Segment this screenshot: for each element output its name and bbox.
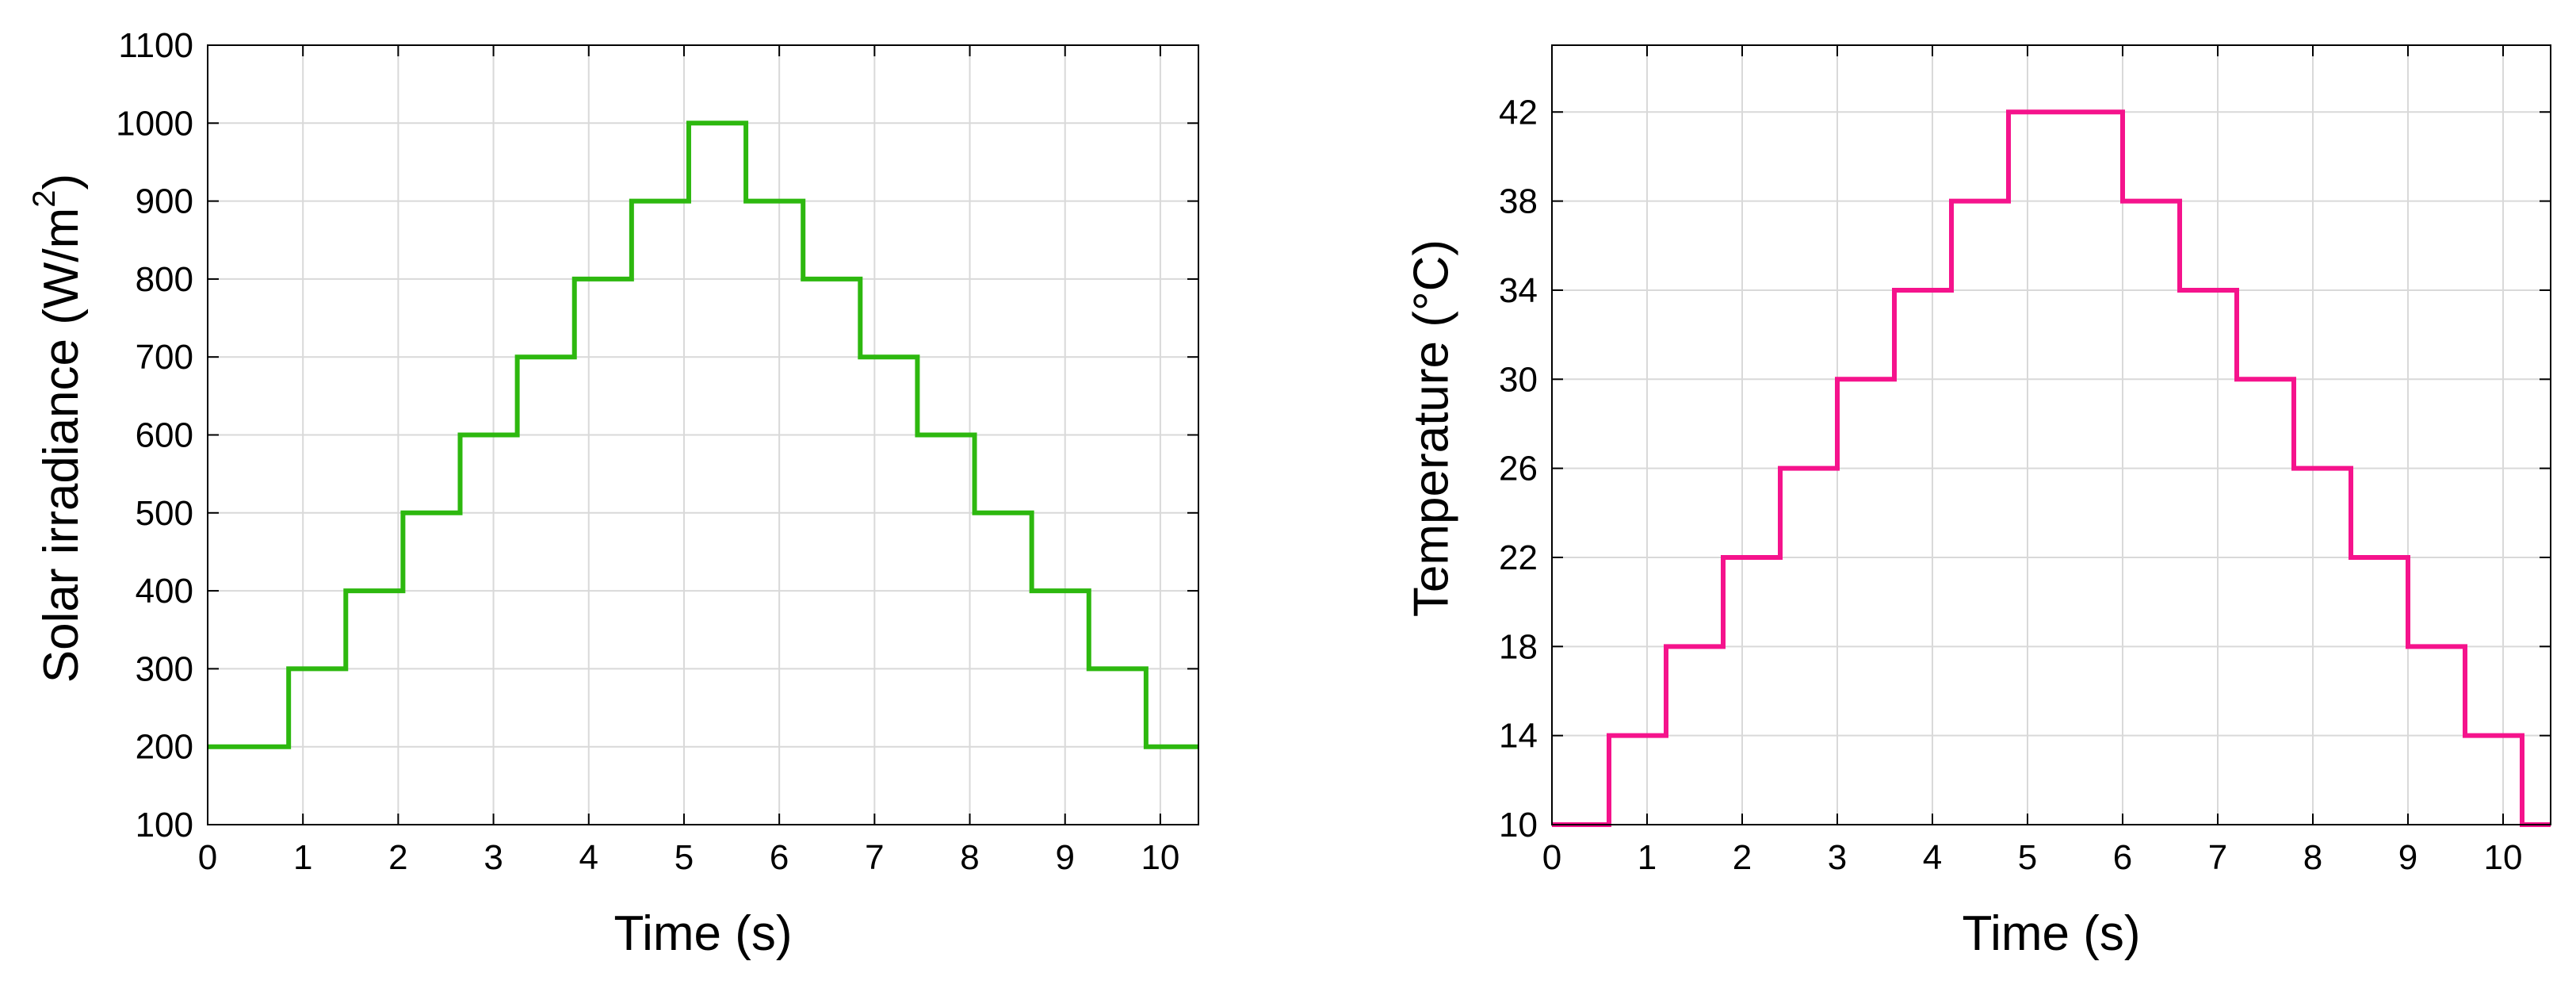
temperature-x-axis-label: Time (s)	[1963, 906, 2141, 961]
temperature-grid	[1551, 45, 2551, 825]
irradiance-y-tick-label: 500	[136, 494, 193, 533]
irradiance-x-tick-label: 9	[1055, 838, 1074, 877]
irradiance-y-tick-label: 300	[136, 649, 193, 688]
irradiance-y-tick-label: 400	[136, 572, 193, 611]
temperature-y-tick-label: 10	[1499, 806, 1538, 844]
temperature-y-tick-label: 14	[1499, 717, 1538, 756]
irradiance-chart: 0 1 2 3 4 5 6 7 8 9 10 100 200 300 400 500 600 700 800 900 1…	[27, 26, 1199, 961]
temperature-y-tick-label: 26	[1499, 450, 1538, 488]
temperature-y-tick-label: 34	[1499, 271, 1538, 310]
temperature-y-tick-label: 30	[1499, 360, 1538, 399]
irradiance-x-tick-label: 0	[198, 838, 217, 877]
temperature-x-tick-label: 5	[2018, 838, 2037, 877]
irradiance-y-tick-label: 1100	[118, 26, 193, 65]
temperature-y-tick-label: 22	[1499, 538, 1538, 577]
irradiance-y-axis-label: Solar irradiance (W/m2)	[27, 174, 90, 683]
irradiance-y-tick-label: 200	[136, 728, 193, 767]
temperature-y-tick-label: 42	[1499, 93, 1538, 132]
temperature-x-tick-label: 1	[1638, 838, 1657, 877]
temperature-x-tick-label: 6	[2113, 838, 2132, 877]
temperature-x-tick-label: 2	[1733, 838, 1752, 877]
irradiance-x-tick-label: 5	[675, 838, 694, 877]
irradiance-y-tick-label: 600	[136, 416, 193, 455]
irradiance-x-axis-label: Time (s)	[614, 906, 793, 961]
irradiance-plot-frame	[207, 44, 1199, 825]
temperature-y-axis-label: Temperature (°C)	[1404, 239, 1458, 617]
irradiance-x-tick-label: 4	[579, 838, 598, 877]
irradiance-y-label-main: Solar irradiance (W/m	[34, 208, 89, 683]
irradiance-y-label-close: )	[34, 174, 89, 190]
irradiance-y-tick-label: 800	[136, 260, 193, 299]
irradiance-x-tick-label: 7	[865, 838, 884, 877]
irradiance-y-tick-label: 100	[136, 806, 193, 844]
temperature-x-tick-label: 3	[1828, 838, 1847, 877]
temperature-y-tick-label: 18	[1499, 627, 1538, 666]
irradiance-y-tick-label: 900	[136, 182, 193, 221]
temperature-plot-frame	[1551, 44, 2551, 825]
temperature-x-tick-label: 4	[1923, 838, 1942, 877]
irradiance-ticks: 0 1 2 3 4 5 6 7 8 9 10 100 200 300 400 500 600 700 800 900 1…	[116, 26, 1198, 877]
temperature-x-tick-label: 8	[2303, 838, 2322, 877]
irradiance-y-tick-label: 1000	[116, 104, 193, 143]
irradiance-y-tick-label: 700	[136, 338, 193, 377]
temperature-y-tick-label: 38	[1499, 182, 1538, 221]
irradiance-grid	[207, 44, 1198, 825]
irradiance-x-tick-label: 1	[293, 838, 312, 877]
irradiance-x-tick-label: 3	[483, 838, 503, 877]
irradiance-x-tick-label: 6	[770, 838, 789, 877]
irradiance-x-tick-label: 10	[1141, 838, 1179, 877]
temperature-x-tick-label: 0	[1542, 838, 1561, 877]
temperature-series-line	[1552, 109, 2551, 827]
temperature-x-tick-label: 7	[2208, 838, 2227, 877]
irradiance-x-tick-label: 8	[960, 838, 979, 877]
temperature-x-tick-label: 10	[2484, 838, 2523, 877]
irradiance-series-line	[208, 121, 1198, 749]
irradiance-x-tick-label: 2	[388, 838, 407, 877]
irradiance-y-label-superscript: 2	[27, 190, 62, 207]
temperature-x-tick-label: 9	[2398, 838, 2417, 877]
